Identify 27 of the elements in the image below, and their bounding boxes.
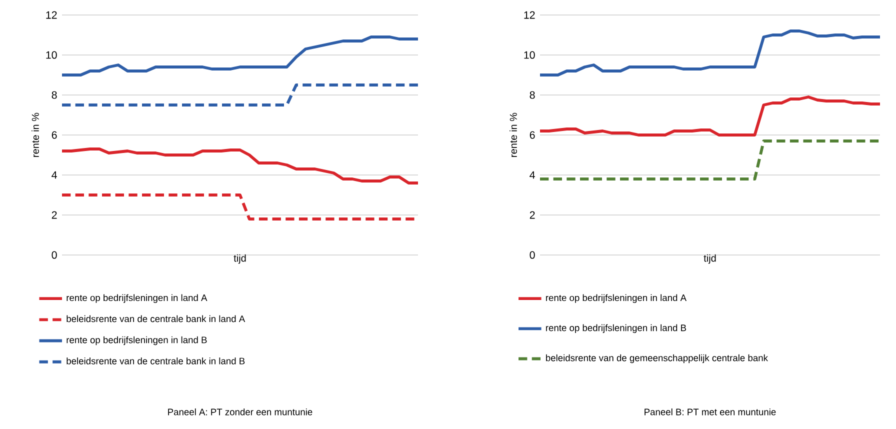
y-axis-title: rente in % — [510, 112, 517, 157]
legend-label: beleidsrente van de gemeenschappelijk centrale bank — [546, 354, 768, 364]
y-tick-label: 8 — [52, 91, 57, 99]
y-tick-label: 0 — [530, 251, 535, 259]
legend-label: rente op bedrijfsleningen in land B — [66, 336, 207, 346]
y-tick-label: 12 — [524, 11, 535, 19]
legend-label: rente op bedrijfsleningen in land B — [546, 324, 686, 334]
y-tick-label: 12 — [46, 11, 57, 19]
x-axis-title: tijd — [234, 254, 246, 264]
legend-label: rente op bedrijfsleningen in land A — [66, 294, 208, 303]
y-tick-label: 4 — [530, 171, 535, 179]
y-tick-label: 10 — [46, 51, 57, 59]
text: Paneel B: PT met een muntunie — [644, 408, 776, 416]
y-tick-label: 6 — [52, 131, 57, 139]
legend-label: rente op bedrijfsleningen in land A — [546, 294, 687, 303]
y-tick-label: 8 — [530, 91, 535, 99]
legend-label: beleidsrente van de centrale bank in land A — [66, 315, 246, 322]
y-tick-label: 0 — [52, 251, 57, 259]
y-tick-label: 6 — [530, 131, 535, 139]
y-axis-title: rente in % — [32, 112, 39, 157]
y-tick-label: 2 — [530, 211, 535, 219]
y-tick-label: 4 — [52, 171, 57, 179]
legend-label: beleidsrente van de centrale bank in land B — [66, 358, 245, 364]
y-tick-label: 10 — [524, 51, 535, 59]
text: Paneel A: PT zonder een muntunie — [168, 408, 312, 416]
x-axis-title: tijd — [704, 254, 716, 264]
y-tick-label: 2 — [52, 211, 57, 219]
